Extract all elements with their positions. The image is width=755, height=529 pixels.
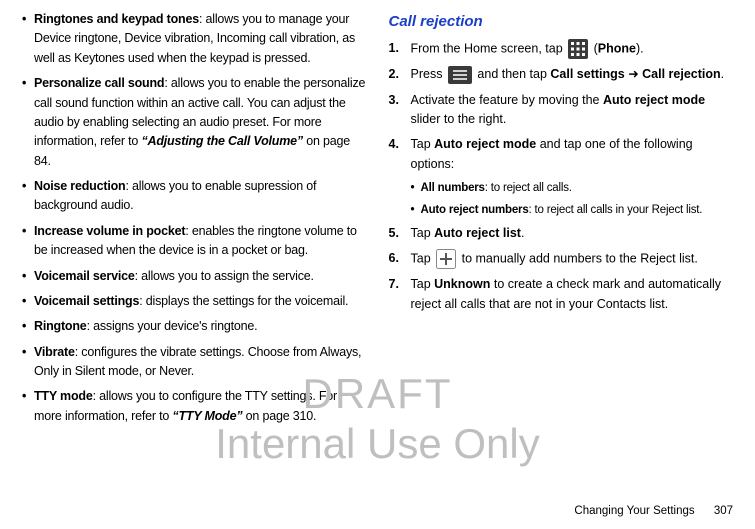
bullet-text: Ringtones and keypad tones: allows you t… <box>34 10 367 68</box>
step-number: 7. <box>389 275 411 314</box>
bullet-marker: • <box>22 10 34 68</box>
bullet-item: •Vibrate: configures the vibrate setting… <box>22 343 367 382</box>
bullet-text: Voicemail settings: displays the setting… <box>34 292 367 311</box>
bullet-item: •Increase volume in pocket: enables the … <box>22 222 367 261</box>
bullet-marker: • <box>411 180 421 198</box>
right-column: Call rejection 1.From the Home screen, t… <box>389 10 734 432</box>
bullet-marker: • <box>411 202 421 220</box>
bullet-item: •Personalize call sound: allows you to e… <box>22 74 367 171</box>
bullet-marker: • <box>22 177 34 216</box>
step-text: Press and then tap Call settings ➜ Call … <box>411 65 734 84</box>
bullet-item: •Voicemail settings: displays the settin… <box>22 292 367 311</box>
footer-section: Changing Your Settings <box>574 505 694 517</box>
apps-grid-icon <box>568 39 588 59</box>
bullet-item: •Ringtone: assigns your device's rington… <box>22 317 367 336</box>
numbered-step: 5.Tap Auto reject list. <box>389 224 734 243</box>
numbered-step: 6.Tap to manually add numbers to the Rej… <box>389 249 734 269</box>
bullet-text: TTY mode: allows you to configure the TT… <box>34 387 367 426</box>
bullet-text: Personalize call sound: allows you to en… <box>34 74 367 171</box>
step-number: 4. <box>389 135 411 174</box>
bullet-text: Vibrate: configures the vibrate settings… <box>34 343 367 382</box>
page-footer: Changing Your Settings 307 <box>574 505 733 517</box>
numbered-step: 1.From the Home screen, tap (Phone). <box>389 39 734 59</box>
bullet-item: •TTY mode: allows you to configure the T… <box>22 387 367 426</box>
bullet-item: •Ringtones and keypad tones: allows you … <box>22 10 367 68</box>
bullet-marker: • <box>22 317 34 336</box>
footer-page: 307 <box>714 505 733 517</box>
bullet-marker: • <box>22 74 34 171</box>
numbered-step: 3.Activate the feature by moving the Aut… <box>389 91 734 130</box>
step-text: Activate the feature by moving the Auto … <box>411 91 734 130</box>
sub-bullet-text: All numbers: to reject all calls. <box>421 180 734 198</box>
left-column: •Ringtones and keypad tones: allows you … <box>22 10 367 432</box>
step-text: Tap Auto reject list. <box>411 224 734 243</box>
bullet-marker: • <box>22 267 34 286</box>
sub-bullet-item: •All numbers: to reject all calls. <box>411 180 734 198</box>
step-text: From the Home screen, tap (Phone). <box>411 39 734 59</box>
bullet-text: Ringtone: assigns your device's ringtone… <box>34 317 367 336</box>
step-number: 2. <box>389 65 411 84</box>
bullet-text: Voicemail service: allows you to assign … <box>34 267 367 286</box>
bullet-text: Noise reduction: allows you to enable su… <box>34 177 367 216</box>
step-number: 3. <box>389 91 411 130</box>
step-text: Tap Auto reject mode and tap one of the … <box>411 135 734 174</box>
bullet-marker: • <box>22 343 34 382</box>
bullet-text: Increase volume in pocket: enables the r… <box>34 222 367 261</box>
step-number: 1. <box>389 39 411 59</box>
menu-key-icon <box>448 66 472 84</box>
sub-bullet-text: Auto reject numbers: to reject all calls… <box>421 202 734 220</box>
add-plus-icon <box>436 249 456 269</box>
step-number: 6. <box>389 249 411 269</box>
section-title: Call rejection <box>389 10 734 33</box>
numbered-step: 2.Press and then tap Call settings ➜ Cal… <box>389 65 734 84</box>
step-text: Tap to manually add numbers to the Rejec… <box>411 249 734 269</box>
bullet-marker: • <box>22 387 34 426</box>
sub-bullet-item: •Auto reject numbers: to reject all call… <box>411 202 734 220</box>
step-text: Tap Unknown to create a check mark and a… <box>411 275 734 314</box>
bullet-item: •Voicemail service: allows you to assign… <box>22 267 367 286</box>
bullet-marker: • <box>22 292 34 311</box>
step-number: 5. <box>389 224 411 243</box>
bullet-item: •Noise reduction: allows you to enable s… <box>22 177 367 216</box>
bullet-marker: • <box>22 222 34 261</box>
numbered-step: 7.Tap Unknown to create a check mark and… <box>389 275 734 314</box>
numbered-step: 4.Tap Auto reject mode and tap one of th… <box>389 135 734 174</box>
